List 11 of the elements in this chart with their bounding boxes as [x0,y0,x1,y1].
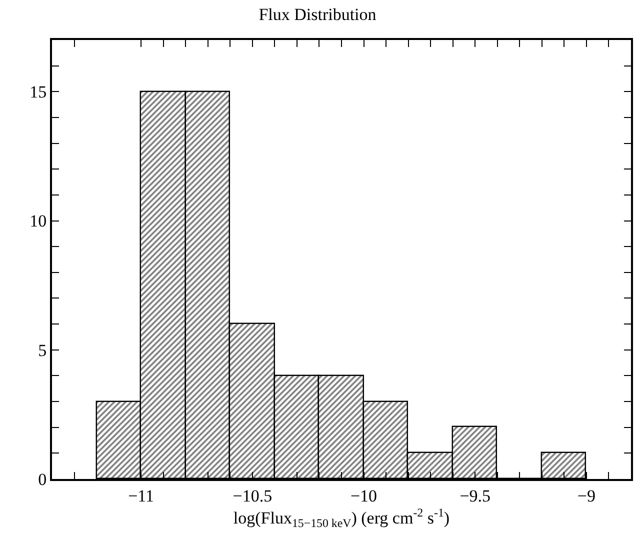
y-tick-label: 10 [30,212,47,231]
y-tick-label: 15 [30,82,47,102]
x-axis-title: log(Flux$_{15−150 keV}$) (erg cm$^{-2}$ s$^{-1}$) [233,505,450,530]
x-tick-label: −9.5 [460,486,491,506]
y-tick-label: 0 [38,470,47,489]
x-tick-label: −11 [128,486,154,506]
x-tick-label: −9 [577,486,596,506]
x-tick-label: −10.5 [232,486,272,506]
chart-title: Flux Distribution [258,5,377,24]
x-tick-label: −10 [350,486,378,506]
y-tick-label: 5 [38,340,47,360]
